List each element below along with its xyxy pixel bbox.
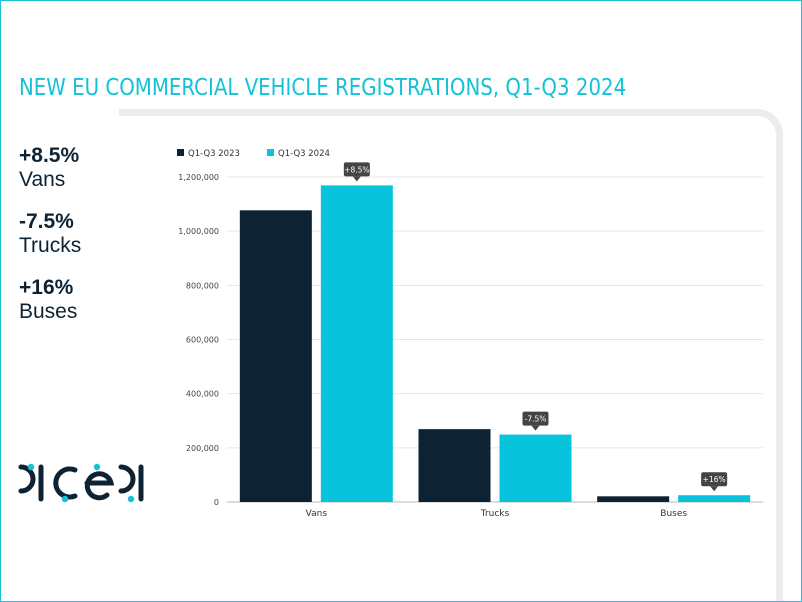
stat-label: Vans [19, 168, 66, 191]
annotation-label: +16% [703, 475, 726, 484]
x-tick-label: Buses [660, 509, 687, 519]
legend-swatch [267, 149, 274, 156]
y-tick-label: 0 [214, 498, 219, 507]
stat-label: Trucks [19, 234, 82, 257]
annotation-pointer [710, 486, 719, 492]
annotation-pointer [352, 176, 361, 182]
y-tick-label: 1,000,000 [178, 227, 219, 236]
x-tick-label: Vans [306, 509, 328, 519]
legend-swatch [177, 149, 184, 156]
annotation-badge [522, 411, 549, 426]
y-tick-label: 800,000 [186, 281, 219, 290]
bar [418, 429, 491, 502]
stat-vans: +8.5% Vans [19, 144, 81, 192]
annotation-label: -7.5% [525, 415, 547, 424]
annotation-pointer [531, 425, 540, 431]
stat-value: +8.5% [19, 144, 80, 167]
annotation-label: +8.5% [344, 165, 369, 174]
bar-chart: 0 200,000 400,000 600,000 800,000 1,000,000 1,… [177, 149, 763, 519]
acea-logo [18, 463, 144, 503]
stats-list: +8.5% Vans -7.5% Trucks +16% Buses [19, 144, 81, 342]
bar [499, 434, 572, 502]
legend-label: Q1-Q3 2023 [188, 149, 240, 159]
page-title: NEW EU COMMERCIAL VEHICLE REGISTRATIONS,… [19, 75, 627, 101]
x-tick-label: Trucks [480, 509, 510, 519]
bar [320, 185, 393, 503]
bar [678, 495, 751, 502]
y-tick-label: 400,000 [186, 390, 219, 399]
y-tick-label: 600,000 [186, 336, 219, 345]
bar [597, 496, 670, 502]
y-tick-label: 1,200,000 [178, 173, 219, 182]
stat-value: +16% [19, 276, 74, 299]
panel-border [119, 109, 783, 601]
stat-buses: +16% Buses [19, 276, 81, 324]
stat-trucks: -7.5% Trucks [19, 210, 81, 258]
annotation-badge [343, 162, 370, 177]
stat-label: Buses [19, 300, 78, 323]
stat-value: -7.5% [19, 210, 74, 233]
bar [239, 210, 312, 502]
legend-label: Q1-Q3 2024 [278, 149, 330, 159]
annotation-badge [701, 472, 728, 487]
y-tick-label: 200,000 [186, 444, 219, 453]
